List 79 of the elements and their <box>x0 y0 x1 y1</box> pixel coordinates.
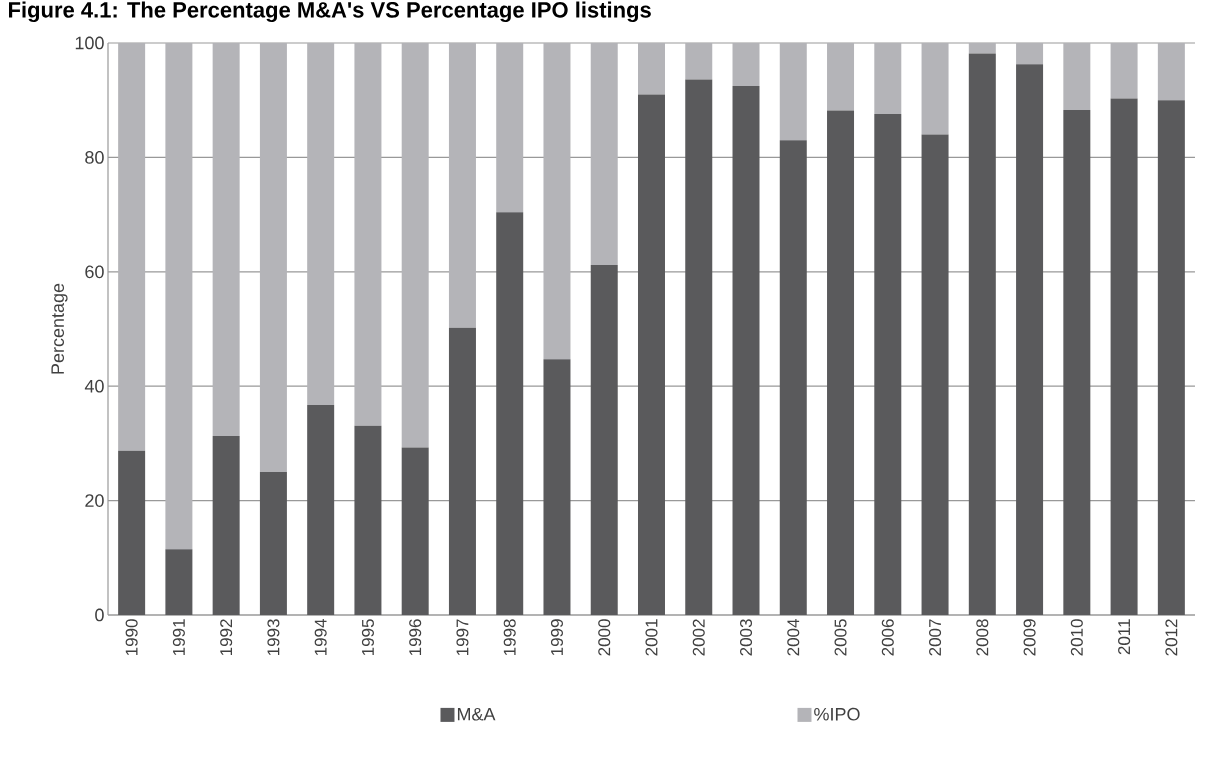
bar <box>1157 100 1185 615</box>
bar <box>543 359 571 615</box>
x-tick-label: 2000 <box>598 619 611 656</box>
y-tick-label: 80 <box>85 151 104 164</box>
x-tick-label: 1993 <box>267 619 280 656</box>
y-tick-label: 0 <box>95 608 104 622</box>
bar <box>118 43 146 451</box>
y-tick-label: 20 <box>85 494 104 507</box>
x-tick-label: 2009 <box>1023 619 1036 656</box>
bar <box>874 113 902 615</box>
bar <box>827 43 855 111</box>
x-tick-label: 1996 <box>409 619 422 656</box>
bar <box>259 472 287 615</box>
bar <box>496 43 524 213</box>
x-tick-label: 1995 <box>361 619 374 656</box>
bar <box>827 110 855 615</box>
legend-label: %IPO <box>814 707 860 721</box>
x-tick-label: 2004 <box>787 619 800 656</box>
bar <box>921 43 949 135</box>
x-tick-label: 2001 <box>645 619 658 656</box>
x-tick-label: 2008 <box>976 619 989 656</box>
bar <box>779 140 807 615</box>
x-tick-label: 1994 <box>314 619 327 656</box>
bar <box>968 53 996 615</box>
x-tick-label: 2011 <box>1118 619 1131 655</box>
bar <box>354 43 382 426</box>
y-axis-title: Percentage <box>51 283 68 374</box>
bar <box>448 327 476 615</box>
bar <box>1110 43 1138 99</box>
bar <box>212 435 240 615</box>
bar <box>259 43 287 472</box>
bar <box>354 425 382 615</box>
x-tick-label: 2002 <box>692 619 705 656</box>
bar <box>921 134 949 615</box>
x-tick-label: 1992 <box>220 619 233 656</box>
bar <box>732 43 760 86</box>
x-tick-label: 2003 <box>739 619 753 656</box>
bar <box>212 43 240 436</box>
bar <box>685 43 713 80</box>
bar <box>1016 43 1044 65</box>
y-tick-label: 40 <box>84 379 104 393</box>
bar <box>165 549 193 615</box>
bar <box>637 43 665 95</box>
x-tick-label: 1991 <box>172 619 185 656</box>
bar <box>118 450 146 615</box>
x-tick-label: 2012 <box>1165 619 1178 656</box>
bar <box>1157 43 1185 101</box>
bar <box>1063 109 1091 615</box>
x-tick-label: 2010 <box>1070 619 1083 656</box>
x-tick-label: 2005 <box>834 619 847 656</box>
x-tick-label: 1997 <box>456 619 469 656</box>
bar <box>874 43 902 114</box>
bar <box>307 405 335 615</box>
x-tick-label: 2006 <box>881 619 894 656</box>
bar <box>968 43 996 54</box>
bar <box>543 43 571 360</box>
bar <box>732 85 760 615</box>
x-tick-label: 1999 <box>550 619 563 656</box>
bar <box>165 43 193 550</box>
bar <box>401 43 429 448</box>
bar <box>1110 98 1138 615</box>
legend-label: M&A <box>457 707 496 721</box>
bar <box>448 43 476 328</box>
bar <box>590 264 618 615</box>
x-tick-label: 1990 <box>125 619 138 656</box>
bar <box>637 94 665 615</box>
bar <box>1063 43 1091 110</box>
bar <box>401 447 429 615</box>
y-tick-label: 100 <box>75 36 104 50</box>
x-tick-label: 2007 <box>929 619 942 656</box>
bar <box>685 79 713 615</box>
bar <box>779 43 807 141</box>
bar <box>590 43 618 265</box>
bar <box>307 43 335 406</box>
y-tick-label: 60 <box>85 265 104 279</box>
chart-title: Figure 4.1: The Percentage M&A's VS Percentage IPO listings <box>9 1 651 23</box>
x-tick-label: 1998 <box>503 619 516 656</box>
bar <box>496 212 524 615</box>
bar <box>1016 64 1044 615</box>
